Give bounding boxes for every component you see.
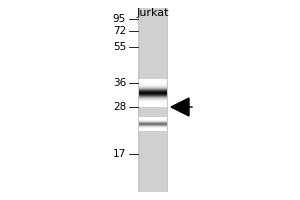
Bar	[139, 93, 167, 94]
Bar	[139, 100, 167, 101]
Bar	[139, 101, 167, 102]
Bar	[138, 8, 168, 192]
Bar	[139, 94, 167, 95]
Text: 36: 36	[113, 78, 126, 88]
Bar	[139, 86, 167, 87]
Bar	[139, 92, 167, 93]
Bar	[139, 79, 167, 80]
Bar	[139, 103, 167, 104]
Bar	[139, 106, 167, 107]
Bar	[139, 81, 167, 82]
Bar	[139, 99, 167, 100]
Bar	[140, 8, 166, 192]
Text: 28: 28	[113, 102, 126, 112]
Text: 17: 17	[113, 149, 126, 159]
Text: 55: 55	[113, 42, 126, 52]
Bar	[139, 88, 167, 89]
Text: Jurkat: Jurkat	[137, 8, 169, 18]
Polygon shape	[171, 98, 189, 116]
Bar	[139, 90, 167, 91]
Bar	[139, 89, 167, 90]
Bar	[139, 102, 167, 103]
Bar	[139, 98, 167, 99]
Bar	[139, 85, 167, 86]
Bar	[139, 84, 167, 85]
Text: 95: 95	[113, 14, 126, 24]
Bar	[139, 96, 167, 97]
Bar	[139, 83, 167, 84]
Bar	[139, 91, 167, 92]
Bar	[139, 82, 167, 83]
Text: 72: 72	[113, 26, 126, 36]
Bar	[139, 95, 167, 96]
Bar	[139, 104, 167, 105]
Bar	[139, 87, 167, 88]
Bar	[139, 97, 167, 98]
Bar	[139, 80, 167, 81]
Bar	[139, 105, 167, 106]
